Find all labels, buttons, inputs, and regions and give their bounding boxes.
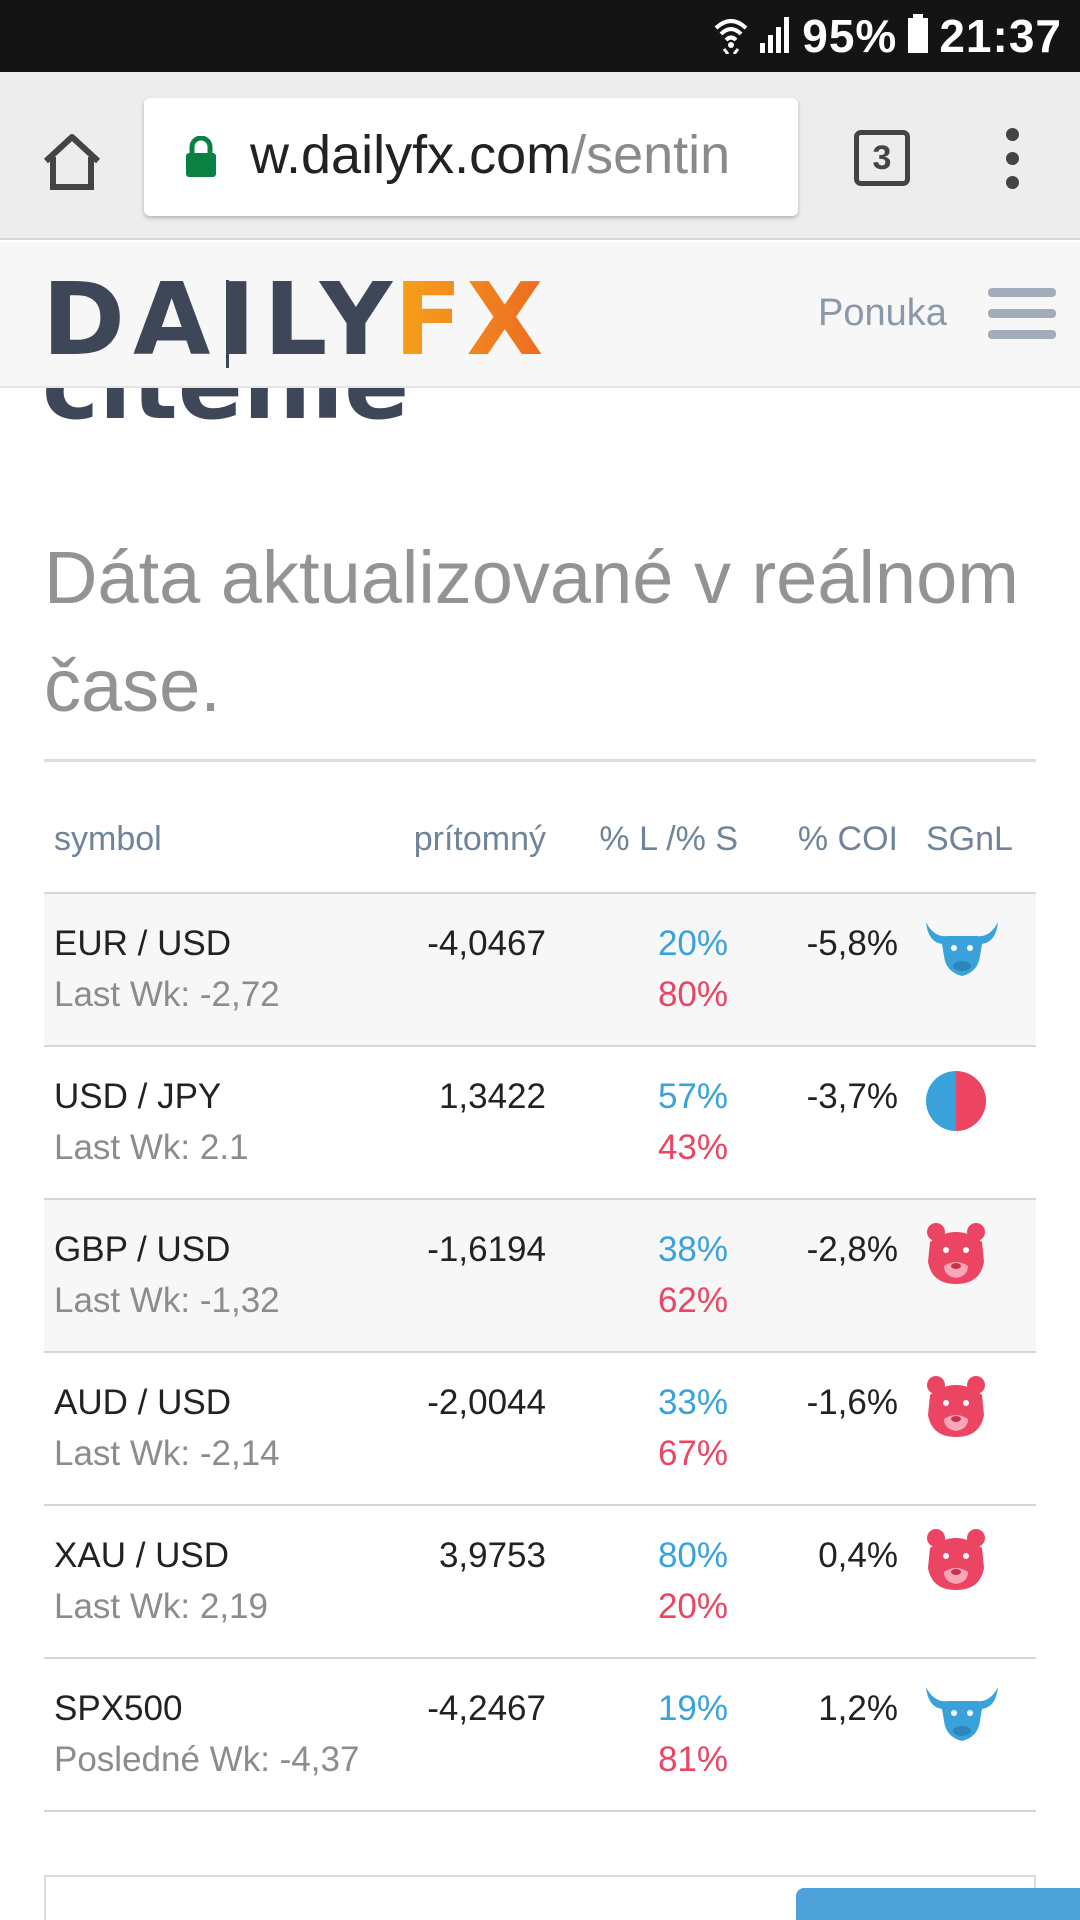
current-cell: -2,0044	[427, 1383, 546, 1422]
last-week-cell: Last Wk: -2,72	[54, 975, 280, 1014]
clock: 21:37	[939, 10, 1062, 62]
table-row[interactable]: EUR / USD Last Wk: -2,72 -4,0467 20% 80%…	[44, 894, 1036, 1047]
url-domain: w.dailyfx.com	[250, 125, 572, 185]
table-row[interactable]: AUD / USD Last Wk: -2,14 -2,0044 33% 67%…	[44, 1353, 1036, 1506]
current-cell: -4,0467	[427, 924, 546, 963]
current-cell: -1,6194	[427, 1230, 546, 1269]
action-button[interactable]	[796, 1888, 1080, 1920]
bear-icon	[927, 1529, 985, 1590]
header-coi[interactable]: % COI	[797, 820, 898, 858]
symbol-cell[interactable]: XAU / USD	[54, 1536, 230, 1575]
address-bar[interactable]: w.dailyfx.com/sentin	[144, 98, 798, 216]
long-percent: 20%	[657, 924, 728, 963]
long-percent: 57%	[657, 1077, 728, 1116]
long-percent: 38%	[657, 1230, 728, 1269]
menu-label[interactable]: Ponuka	[818, 292, 947, 334]
bull-icon	[926, 1687, 998, 1741]
header-current[interactable]: prítomný	[413, 820, 546, 858]
lock-icon	[184, 135, 218, 183]
table-header: symbol prítomný % L /% S % COI SGnL	[44, 778, 1036, 894]
browser-toolbar: w.dailyfx.com/sentin 3	[0, 72, 1080, 240]
svg-text:DAILY: DAILY	[42, 262, 400, 372]
short-percent: 67%	[657, 1434, 728, 1473]
symbol-cell[interactable]: GBP / USD	[54, 1230, 231, 1269]
header-symbol[interactable]: symbol	[54, 820, 162, 858]
short-percent: 81%	[657, 1740, 728, 1779]
last-week-cell: Last Wk: 2,19	[54, 1587, 268, 1626]
bull-icon	[926, 922, 998, 976]
url-path: /sentin	[571, 125, 731, 185]
url-text: w.dailyfx.com/sentin	[250, 124, 730, 186]
long-percent: 19%	[657, 1689, 728, 1728]
table-row[interactable]: XAU / USD Last Wk: 2,19 3,9753 80% 20% 0…	[44, 1506, 1036, 1659]
status-bar: 95% 21:37	[0, 0, 1080, 72]
symbol-cell[interactable]: AUD / USD	[54, 1383, 231, 1422]
short-percent: 80%	[657, 975, 728, 1014]
divider	[44, 759, 1036, 762]
last-week-cell: Last Wk: -1,32	[54, 1281, 280, 1320]
battery-percent: 95%	[802, 10, 898, 62]
svg-text:FX: FX	[394, 262, 547, 372]
coi-cell: -5,8%	[806, 924, 898, 963]
table-row[interactable]: USD / JPY Last Wk: 2.1 1,3422 57% 43% -3…	[44, 1047, 1036, 1200]
page-subtitle: Dáta aktualizované v reálnom čase.	[44, 536, 1019, 727]
last-week-cell: Last Wk: -2,14	[54, 1434, 280, 1473]
last-week-cell: Posledné Wk: -4,37	[54, 1740, 360, 1779]
short-percent: 20%	[657, 1587, 728, 1626]
sentiment-table: symbol prítomný % L /% S % COI SGnL EUR …	[44, 778, 1036, 1812]
site-header: DAILY FX Ponuka	[0, 242, 1080, 388]
coi-cell: -1,6%	[806, 1383, 898, 1422]
long-percent: 80%	[657, 1536, 728, 1575]
symbol-cell[interactable]: EUR / USD	[54, 924, 231, 963]
header-long-short[interactable]: % L /% S	[599, 820, 738, 858]
last-week-cell: Last Wk: 2.1	[54, 1128, 249, 1167]
battery-icon	[907, 13, 929, 59]
hamburger-icon[interactable]	[988, 288, 1056, 342]
bear-icon	[927, 1223, 985, 1284]
url-fade	[758, 98, 798, 216]
current-cell: 3,9753	[438, 1536, 546, 1575]
overflow-menu-icon[interactable]	[1000, 128, 1024, 192]
table-row[interactable]: SPX500 Posledné Wk: -4,37 -4,2467 19% 81…	[44, 1659, 1036, 1812]
current-cell: 1,3422	[438, 1077, 546, 1116]
current-cell: -4,2467	[427, 1689, 546, 1728]
bear-icon	[927, 1376, 985, 1437]
wifi-icon	[714, 14, 748, 59]
coi-cell: 1,2%	[818, 1689, 898, 1728]
short-percent: 62%	[657, 1281, 728, 1320]
mixed-icon	[926, 1071, 986, 1131]
coi-cell: 0,4%	[818, 1536, 898, 1575]
home-icon[interactable]	[38, 127, 106, 195]
dailyfx-logo[interactable]: DAILY FX	[42, 262, 582, 372]
symbol-cell[interactable]: USD / JPY	[54, 1077, 222, 1116]
coi-cell: -2,8%	[806, 1230, 898, 1269]
symbol-cell[interactable]: SPX500	[54, 1689, 183, 1728]
signal-icon	[758, 15, 792, 58]
short-percent: 43%	[657, 1128, 728, 1167]
table-row[interactable]: GBP / USD Last Wk: -1,32 -1,6194 38% 62%…	[44, 1200, 1036, 1353]
header-signal[interactable]: SGnL	[926, 820, 1013, 858]
long-percent: 33%	[657, 1383, 728, 1422]
tab-switcher-button[interactable]: 3	[854, 130, 910, 186]
coi-cell: -3,7%	[806, 1077, 898, 1116]
